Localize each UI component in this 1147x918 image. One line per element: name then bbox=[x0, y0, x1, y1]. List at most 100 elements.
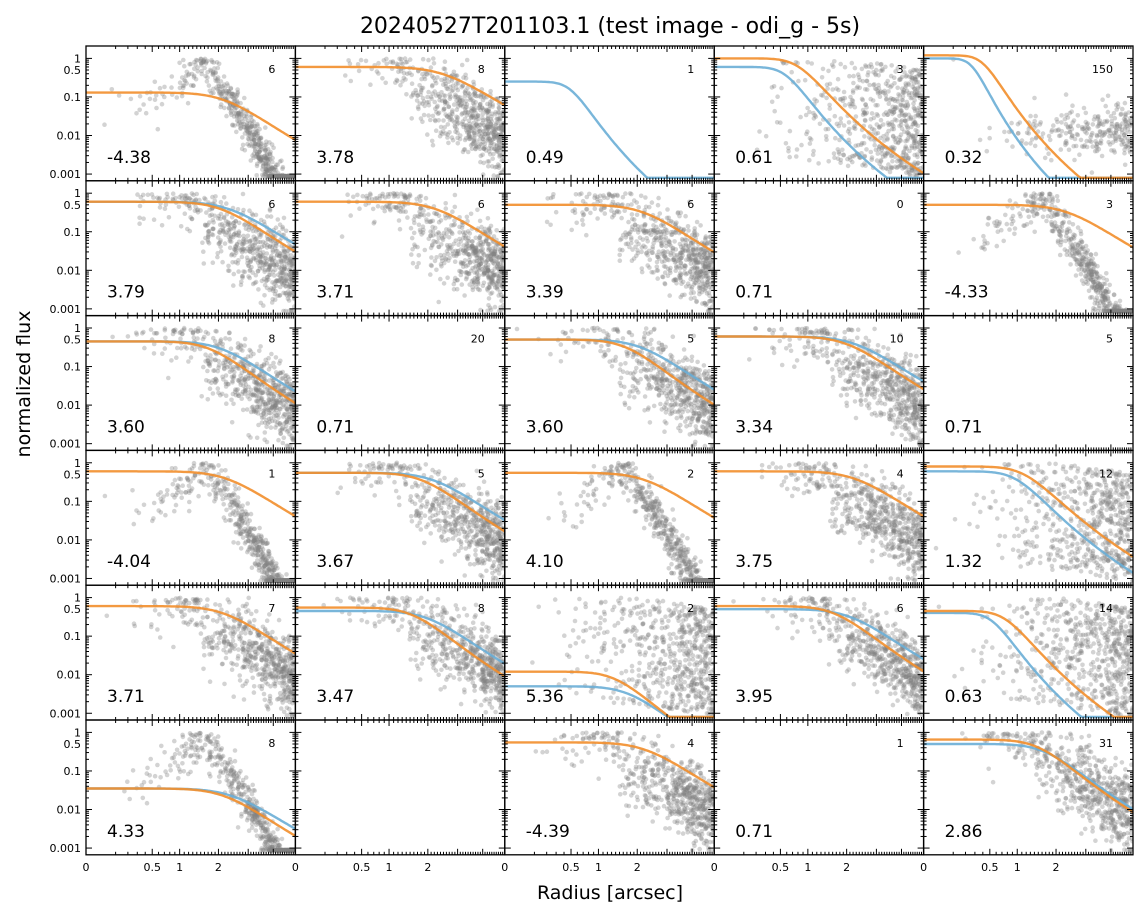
data-point bbox=[481, 280, 487, 286]
data-point bbox=[239, 108, 244, 114]
data-point bbox=[477, 128, 483, 134]
data-point bbox=[1063, 142, 1068, 148]
data-point bbox=[480, 129, 486, 134]
data-point bbox=[1082, 125, 1087, 131]
data-point bbox=[913, 140, 918, 145]
data-point bbox=[1069, 135, 1074, 140]
data-point bbox=[203, 73, 208, 79]
data-point bbox=[430, 91, 436, 96]
data-point bbox=[481, 122, 487, 128]
data-point bbox=[424, 71, 429, 76]
data-point bbox=[485, 116, 491, 121]
data-point bbox=[263, 125, 268, 130]
data-point bbox=[493, 121, 499, 126]
data-point bbox=[156, 196, 162, 202]
data-point bbox=[1080, 125, 1085, 130]
data-point bbox=[485, 109, 491, 115]
data-point bbox=[439, 90, 444, 95]
data-point bbox=[268, 172, 274, 178]
data-point bbox=[409, 252, 414, 257]
data-point bbox=[662, 281, 667, 286]
data-point bbox=[239, 279, 244, 285]
data-point bbox=[233, 244, 238, 249]
data-point bbox=[436, 219, 442, 225]
data-point bbox=[235, 122, 241, 127]
data-point bbox=[248, 124, 253, 130]
data-point bbox=[627, 191, 633, 196]
data-point bbox=[433, 118, 438, 124]
data-point bbox=[469, 125, 475, 130]
data-point bbox=[475, 123, 480, 129]
data-point bbox=[887, 122, 893, 127]
data-point bbox=[217, 222, 223, 228]
data-point bbox=[899, 118, 905, 123]
data-point bbox=[462, 248, 468, 254]
data-point bbox=[466, 128, 471, 133]
data-point bbox=[279, 276, 285, 281]
data-point bbox=[241, 240, 246, 245]
data-point bbox=[890, 144, 895, 150]
data-point bbox=[287, 290, 293, 296]
data-point bbox=[195, 65, 200, 70]
data-point bbox=[486, 227, 492, 232]
data-point bbox=[417, 83, 422, 88]
data-point bbox=[1112, 150, 1117, 155]
panel-8: 63.39 bbox=[504, 180, 715, 317]
data-point bbox=[1127, 148, 1133, 153]
data-point bbox=[488, 138, 493, 144]
data-point bbox=[846, 126, 852, 132]
data-point bbox=[419, 76, 424, 82]
data-point bbox=[245, 126, 250, 132]
data-point bbox=[254, 151, 260, 157]
data-point bbox=[911, 105, 917, 110]
data-point bbox=[435, 91, 441, 97]
data-point bbox=[906, 132, 911, 138]
data-point bbox=[779, 85, 784, 91]
data-point bbox=[227, 222, 233, 227]
data-point bbox=[905, 156, 911, 161]
data-point bbox=[882, 138, 887, 143]
data-point bbox=[257, 157, 263, 162]
data-point bbox=[410, 92, 416, 98]
data-point bbox=[218, 238, 223, 243]
data-point bbox=[496, 138, 501, 144]
data-point bbox=[847, 101, 852, 107]
data-point bbox=[1058, 133, 1063, 138]
data-point bbox=[206, 83, 212, 88]
data-point bbox=[402, 56, 408, 61]
data-point bbox=[285, 278, 290, 284]
data-point bbox=[137, 221, 142, 226]
data-point bbox=[694, 219, 700, 225]
data-point bbox=[496, 116, 501, 122]
data-point bbox=[480, 136, 486, 141]
data-point bbox=[489, 114, 494, 119]
data-point bbox=[245, 125, 250, 131]
data-point bbox=[610, 215, 615, 220]
data-point bbox=[446, 140, 451, 146]
data-point bbox=[246, 248, 252, 254]
data-point bbox=[496, 293, 502, 298]
data-point bbox=[851, 154, 856, 159]
data-point bbox=[1121, 141, 1127, 147]
data-point bbox=[1103, 103, 1108, 109]
data-point bbox=[187, 203, 192, 209]
data-point bbox=[888, 165, 894, 171]
data-point bbox=[1066, 125, 1071, 131]
data-point bbox=[281, 173, 287, 179]
data-point bbox=[420, 56, 426, 62]
data-point bbox=[281, 280, 287, 286]
data-point bbox=[977, 137, 983, 143]
data-point bbox=[476, 113, 481, 119]
data-point bbox=[288, 259, 294, 264]
data-point bbox=[184, 81, 189, 86]
data-point bbox=[231, 283, 236, 288]
data-point bbox=[242, 222, 247, 228]
data-point bbox=[660, 274, 666, 280]
data-point bbox=[416, 261, 421, 266]
data-point bbox=[181, 83, 187, 88]
data-point bbox=[460, 149, 466, 155]
data-point bbox=[1100, 97, 1105, 102]
data-point bbox=[500, 112, 505, 118]
data-point bbox=[409, 94, 414, 99]
data-point bbox=[475, 105, 481, 111]
